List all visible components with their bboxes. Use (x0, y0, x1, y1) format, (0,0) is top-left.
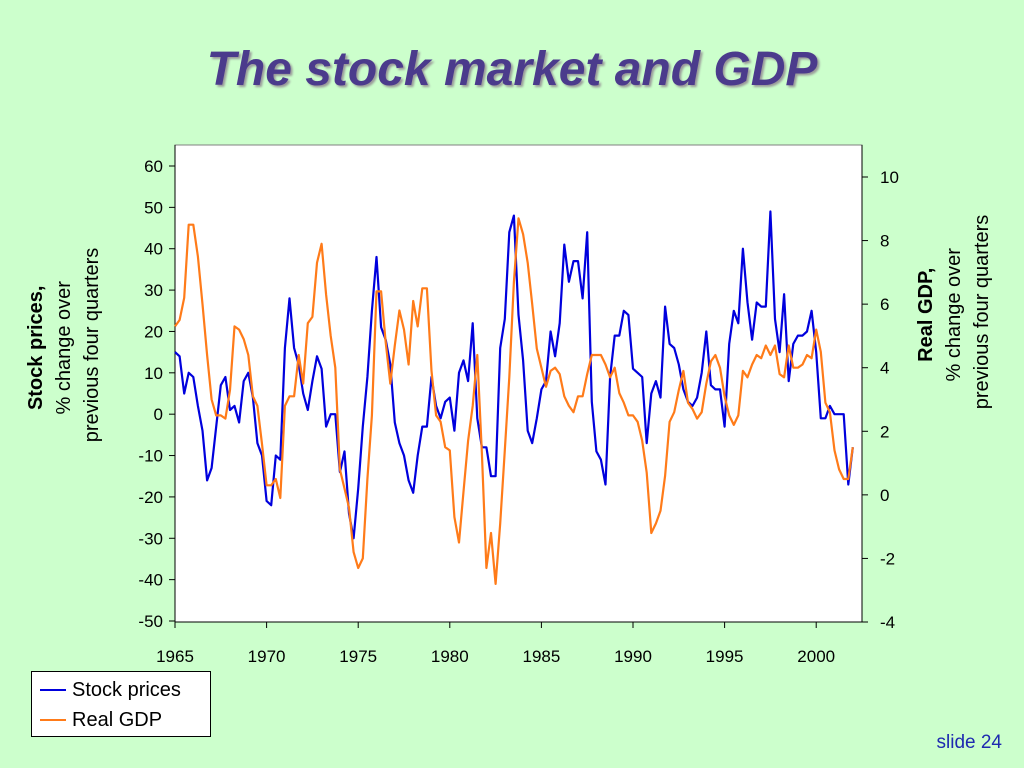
left-tick-label: 40 (144, 240, 163, 259)
right-tick-label: 4 (880, 359, 889, 378)
right-tick-label: 0 (880, 486, 889, 505)
right-tick-label: 6 (880, 295, 889, 314)
left-tick-label: 20 (144, 322, 163, 341)
x-tick-label: 1965 (156, 647, 194, 666)
right-axis-ticks: 10 8 6 4 2 0 -2 -4 (861, 145, 899, 632)
left-tick-label: -40 (138, 571, 163, 590)
left-tick-label: 50 (144, 198, 163, 217)
right-axis-title: Real GDP, % change over previous four qu… (915, 215, 993, 410)
x-tick-label: 2000 (797, 647, 835, 666)
left-tick-label: 30 (144, 281, 163, 300)
right-tick-label: 2 (880, 422, 889, 441)
right-tick-label: -2 (880, 549, 895, 568)
legend-label-stock: Stock prices (72, 678, 181, 701)
x-tick-label: 1975 (339, 647, 377, 666)
right-tick-label: 10 (880, 168, 899, 187)
series-line-stock-prices (174, 210, 854, 540)
x-tick-label: 1985 (522, 647, 560, 666)
x-axis-ticks: 1965 1970 1975 1980 1985 1990 1995 2000 (156, 621, 862, 666)
left-axis-label-line2: % change over (53, 281, 75, 415)
left-tick-label: -10 (138, 447, 163, 466)
slide-number: slide 24 (936, 732, 1003, 753)
left-axis-title: Stock prices, % change over previous fou… (25, 248, 103, 443)
legend-swatch-stock (40, 689, 66, 691)
legend-item-stock: Stock prices (40, 678, 181, 702)
left-tick-label: 60 (144, 157, 163, 176)
left-tick-label: -50 (138, 612, 163, 631)
right-axis-label-line3: previous four quarters (971, 215, 993, 410)
left-axis-ticks: 60 50 40 30 20 10 0 -10 -20 -30 -40 -50 (138, 145, 176, 631)
right-axis-label-bold: Real GDP, (915, 268, 937, 362)
x-tick-label: 1970 (248, 647, 286, 666)
left-tick-label: -20 (138, 488, 163, 507)
x-tick-label: 1980 (431, 647, 469, 666)
legend-label-gdp: Real GDP (72, 708, 163, 731)
right-tick-label: 8 (880, 232, 889, 251)
left-tick-label: -30 (138, 529, 163, 548)
left-axis-label-line3: previous four quarters (81, 248, 103, 443)
series-line-real-gdp (174, 217, 854, 585)
series-layer (174, 210, 854, 585)
chart-legend: Stock prices Real GDP (31, 671, 211, 737)
left-tick-label: 10 (144, 364, 163, 383)
left-tick-label: 0 (154, 405, 163, 424)
legend-item-gdp: Real GDP (40, 708, 162, 732)
slide-title: The stock market and GDP (206, 43, 818, 96)
x-tick-label: 1990 (614, 647, 652, 666)
x-tick-label: 1995 (706, 647, 744, 666)
left-axis-label-bold: Stock prices, (25, 286, 47, 411)
legend-swatch-gdp (40, 719, 66, 721)
plot-area (174, 144, 863, 623)
right-tick-label: -4 (880, 613, 895, 632)
right-axis-label-line2: % change over (943, 248, 965, 382)
